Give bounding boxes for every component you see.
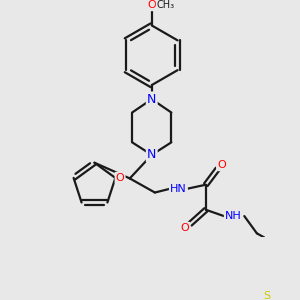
Text: N: N [147, 93, 156, 106]
Text: CH₃: CH₃ [157, 0, 175, 10]
Text: HN: HN [170, 184, 187, 194]
Text: O: O [147, 0, 156, 10]
Text: O: O [116, 173, 124, 183]
Text: O: O [180, 223, 189, 233]
Text: N: N [147, 148, 156, 161]
Text: NH: NH [225, 211, 242, 221]
Text: O: O [217, 160, 226, 170]
Text: S: S [263, 291, 271, 300]
